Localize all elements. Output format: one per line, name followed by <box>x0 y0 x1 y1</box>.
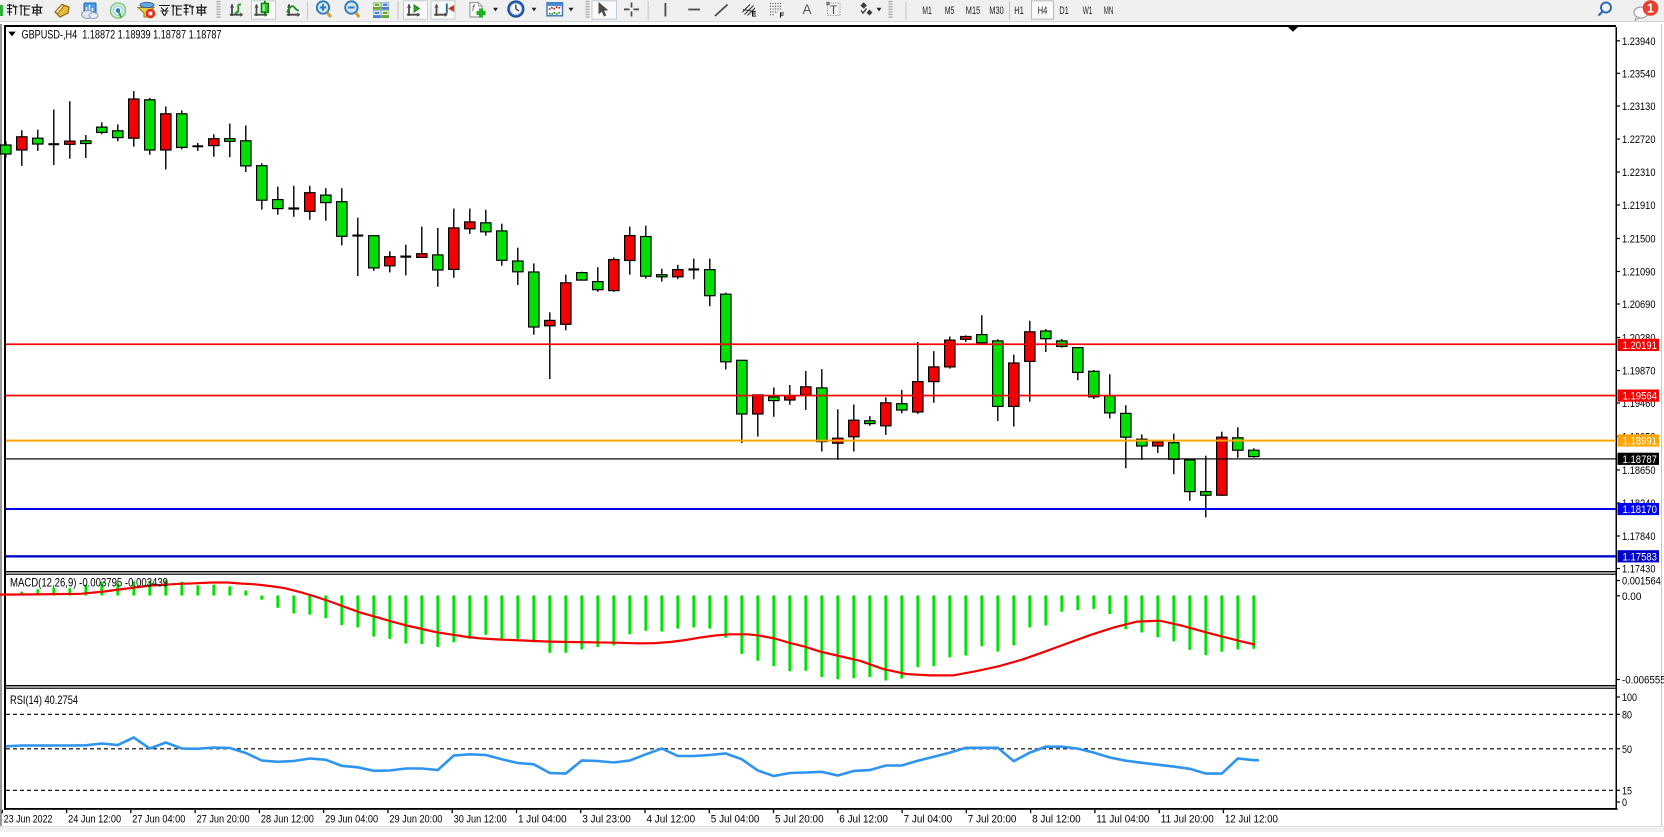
svg-text:7 Jul 04:00: 7 Jul 04:00 <box>904 814 953 826</box>
svg-text:1.22720: 1.22720 <box>1622 134 1656 146</box>
svg-text:1.17583: 1.17583 <box>1623 551 1658 563</box>
svg-text:1.17840: 1.17840 <box>1622 531 1656 543</box>
svg-text:D1: D1 <box>1059 5 1069 17</box>
svg-text:M15: M15 <box>966 5 980 17</box>
svg-text:1.22310: 1.22310 <box>1622 167 1656 179</box>
svg-text:50: 50 <box>1622 744 1632 756</box>
svg-text:1.19564: 1.19564 <box>1623 391 1658 403</box>
svg-text:28 Jun 12:00: 28 Jun 12:00 <box>261 814 314 826</box>
svg-text:-0.006555: -0.006555 <box>1622 675 1664 687</box>
svg-text:A: A <box>803 2 812 17</box>
svg-text:15: 15 <box>1622 785 1632 797</box>
svg-text:1.18991: 1.18991 <box>1623 436 1658 448</box>
svg-text:23 Jun 2022: 23 Jun 2022 <box>4 814 53 826</box>
svg-text:1.18787: 1.18787 <box>1623 454 1658 466</box>
svg-text:GBPUSD-,H4 1.18872 1.18939 1.: GBPUSD-,H4 1.18872 1.18939 1.18787 1.187… <box>22 28 222 41</box>
svg-text:11 Jul 20:00: 11 Jul 20:00 <box>1161 814 1214 826</box>
svg-text:1.20690: 1.20690 <box>1622 299 1656 311</box>
svg-text:1.18650: 1.18650 <box>1622 465 1656 477</box>
svg-text:M30: M30 <box>989 5 1003 17</box>
svg-text:1.21500: 1.21500 <box>1622 234 1656 246</box>
svg-text:0: 0 <box>1622 797 1627 809</box>
svg-text:8 Jul 12:00: 8 Jul 12:00 <box>1032 814 1081 826</box>
svg-text:12 Jul 12:00: 12 Jul 12:00 <box>1225 814 1278 826</box>
svg-text:0.001564: 0.001564 <box>1622 576 1661 588</box>
svg-text:F: F <box>780 11 785 20</box>
svg-text:H4: H4 <box>1038 5 1048 17</box>
svg-text:7 Jul 20:00: 7 Jul 20:00 <box>968 814 1017 826</box>
svg-text:1.23540: 1.23540 <box>1622 68 1656 80</box>
svg-text:29 Jun 20:00: 29 Jun 20:00 <box>389 814 442 826</box>
svg-text:80: 80 <box>1622 709 1632 721</box>
svg-text:1.19870: 1.19870 <box>1622 366 1656 378</box>
svg-text:11 Jul 04:00: 11 Jul 04:00 <box>1096 814 1149 826</box>
svg-text:0.00: 0.00 <box>1622 591 1641 603</box>
svg-text:24 Jun 12:00: 24 Jun 12:00 <box>68 814 121 826</box>
svg-text:MN: MN <box>1104 5 1114 17</box>
svg-text:5 Jul 04:00: 5 Jul 04:00 <box>711 814 760 826</box>
svg-text:M5: M5 <box>945 5 955 17</box>
svg-text:1.20191: 1.20191 <box>1623 340 1658 352</box>
svg-text:3 Jul 23:00: 3 Jul 23:00 <box>582 814 631 826</box>
svg-text:f: f <box>472 3 476 13</box>
svg-text:5 Jul 20:00: 5 Jul 20:00 <box>775 814 824 826</box>
svg-text:MACD(12,26,9) -0.003795 -0.003: MACD(12,26,9) -0.003795 -0.003439 <box>10 577 168 590</box>
svg-text:27 Jun 04:00: 27 Jun 04:00 <box>132 814 185 826</box>
svg-text:M1: M1 <box>922 5 932 17</box>
svg-text:RSI(14) 40.2754: RSI(14) 40.2754 <box>10 694 78 707</box>
svg-text:6 Jul 12:00: 6 Jul 12:00 <box>839 814 888 826</box>
svg-text:W1: W1 <box>1083 5 1093 17</box>
svg-text:4 Jul 12:00: 4 Jul 12:00 <box>647 814 696 826</box>
svg-text:H1: H1 <box>1014 5 1024 17</box>
svg-text:29 Jun 04:00: 29 Jun 04:00 <box>325 814 378 826</box>
svg-text:E: E <box>752 10 757 19</box>
svg-text:1.23940: 1.23940 <box>1622 36 1656 48</box>
svg-text:27 Jun 20:00: 27 Jun 20:00 <box>197 814 250 826</box>
svg-text:1.18170: 1.18170 <box>1623 504 1658 516</box>
svg-text:1.21910: 1.21910 <box>1622 200 1656 212</box>
svg-text:1 Jul 04:00: 1 Jul 04:00 <box>518 814 567 826</box>
svg-text:30 Jun 12:00: 30 Jun 12:00 <box>454 814 507 826</box>
svg-text:100: 100 <box>1622 692 1637 704</box>
svg-text:1.21090: 1.21090 <box>1622 267 1656 279</box>
svg-text:1: 1 <box>1647 1 1654 15</box>
svg-text:1.17430: 1.17430 <box>1622 564 1656 576</box>
svg-text:1.23130: 1.23130 <box>1622 101 1656 113</box>
svg-text:T: T <box>830 5 837 17</box>
